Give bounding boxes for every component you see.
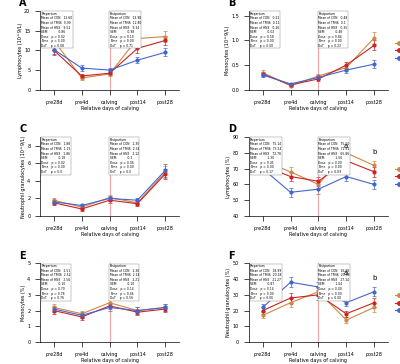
X-axis label: Relative days of calving: Relative days of calving — [289, 232, 347, 237]
X-axis label: Relative days of calving: Relative days of calving — [80, 232, 138, 237]
Text: D: D — [228, 124, 236, 134]
Text: C: C — [19, 124, 26, 134]
Text: Prepartum
Mean of CON   1.88
Mean of TPN6  1.25
Mean of HN3   1.86
SEM          : Prepartum Mean of CON 1.88 Mean of TPN6 … — [41, 138, 71, 174]
Text: a: a — [344, 143, 348, 149]
Text: A: A — [19, 0, 27, 8]
Text: Postpartum
Mean of CON   13.98
Mean of TPN6  12.80
Mean of HN3   9.34
SEM       : Postpartum Mean of CON 13.98 Mean of TPN… — [110, 12, 141, 48]
Text: Prepartum
Mean of CON   12.60
Mean of TPN6  9.90
Mean of HN3   9.52
SEM         : Prepartum Mean of CON 12.60 Mean of TPN6… — [41, 12, 73, 48]
Text: Prepartum
Mean of CON   2.51
Mean of TPN6  2.52
Mean of HN3   2.56
SEM          : Prepartum Mean of CON 2.51 Mean of TPN6 … — [41, 264, 71, 300]
Text: Postpartum
Mean of CON   2.30
Mean of TPN6  2.14
Mean of HN3   2.21
SEM         : Postpartum Mean of CON 2.30 Mean of TPN6… — [110, 264, 139, 300]
Text: B: B — [228, 0, 235, 8]
Y-axis label: Lymphocytes (%): Lymphocytes (%) — [226, 155, 232, 198]
Text: F: F — [228, 250, 234, 261]
Text: E: E — [19, 250, 26, 261]
Text: Prepartum
Mean of CON   18.99
Mean of TPN6  20.18
Mean of HN3   21.27
SEM       : Prepartum Mean of CON 18.99 Mean of TPN6… — [250, 264, 282, 300]
Text: a: a — [344, 270, 348, 276]
X-axis label: Relative days of calving: Relative days of calving — [80, 106, 138, 111]
Y-axis label: Monocytes (10^9/L): Monocytes (10^9/L) — [225, 26, 230, 75]
Text: b: b — [372, 149, 376, 155]
Y-axis label: Lymphocytes (10^9/L): Lymphocytes (10^9/L) — [18, 23, 23, 78]
Text: Prepartum
Mean of CON   75.14
Mean of TPN6  73.54
Mean of HN3   72.78
SEM       : Prepartum Mean of CON 75.14 Mean of TPN6… — [250, 138, 282, 174]
X-axis label: Relative days of calving: Relative days of calving — [289, 358, 347, 363]
X-axis label: Relative days of calving: Relative days of calving — [289, 106, 347, 111]
Y-axis label: Neutrophil granulocytes (%): Neutrophil granulocytes (%) — [226, 268, 232, 337]
Text: Postpartum
Mean of CON   0.48
Mean of TPN6  0.1
Mean of HN3   0.35
SEM          : Postpartum Mean of CON 0.48 Mean of TPN6… — [318, 12, 348, 48]
Text: Postpartum
Mean of CON   75.50
Mean of TPN6  72.62
Mean of HN3   65.86
SEM      : Postpartum Mean of CON 75.50 Mean of TPN… — [318, 138, 350, 174]
X-axis label: Relative days of calving: Relative days of calving — [80, 358, 138, 363]
Text: b: b — [372, 275, 376, 281]
Legend: CON, TPN6, HN3: CON, TPN6, HN3 — [393, 39, 400, 62]
Text: Postpartum
Mean of CON   2.35
Mean of TPN6  2.34
Mean of HN3   2.12
SEM         : Postpartum Mean of CON 2.35 Mean of TPN6… — [110, 138, 139, 174]
Text: Prepartum
Mean of CON   0.21
Mean of TPN6  0.11
Mean of HN3   0.26
SEM          : Prepartum Mean of CON 0.21 Mean of TPN6 … — [250, 12, 280, 48]
Y-axis label: Neutrophil granulocytes (10^9/L): Neutrophil granulocytes (10^9/L) — [21, 135, 26, 218]
Text: Postpartum
Mean of CON   16.88
Mean of TPN6  20.58
Mean of HN3   27.14
SEM      : Postpartum Mean of CON 16.88 Mean of TPN… — [318, 264, 350, 300]
Legend: CON, TPN6, HN3: CON, TPN6, HN3 — [393, 291, 400, 314]
Y-axis label: Monocytes (%): Monocytes (%) — [21, 285, 26, 321]
Legend: CON, TPN6, HN3: CON, TPN6, HN3 — [393, 165, 400, 189]
